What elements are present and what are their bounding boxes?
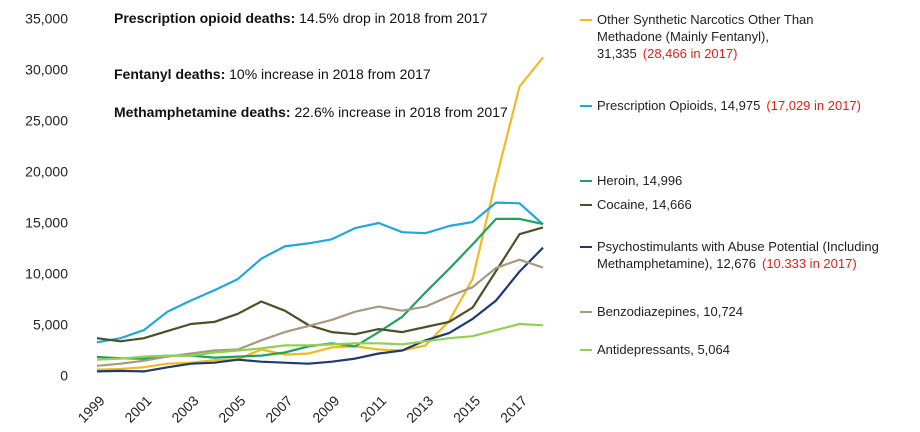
legend-item: Other Synthetic Narcotics Other Than Met…: [597, 11, 832, 62]
legend-swatch: [580, 204, 592, 206]
x-tick-label: 2011: [357, 392, 390, 425]
legend-item: Prescription Opioids, 14,975 (17,029 in 2…: [597, 97, 917, 114]
series-line: [96, 217, 544, 360]
x-tick-label: 2009: [309, 392, 342, 425]
y-tick-label: 35,000: [25, 11, 68, 27]
annotation-text: 10% increase in 2018 from 2017: [229, 66, 431, 82]
legend-swatch: [580, 246, 592, 248]
legend-label: Antidepressants, 5,064: [597, 342, 730, 357]
annotation-text: 22.6% increase in 2018 from 2017: [294, 104, 508, 120]
x-tick-label: 2007: [262, 392, 295, 425]
legend-item: Benzodiazepines, 10,724: [597, 303, 827, 320]
y-tick-label: 20,000: [25, 164, 68, 180]
legend-label: Prescription Opioids, 14,975: [597, 98, 761, 113]
legend-item: Psychostimulants with Abuse Potential (I…: [597, 238, 920, 272]
series-line: [96, 322, 544, 361]
series-line: [96, 246, 544, 373]
annotation-text: 14.5% drop in 2018 from 2017: [299, 10, 488, 26]
legend-note: (17,029 in 2017): [766, 98, 861, 113]
y-tick-label: 30,000: [25, 62, 68, 78]
annotation: Fentanyl deaths: 10% increase in 2018 fr…: [114, 66, 514, 83]
annotation: Methamphetamine deaths: 22.6% increase i…: [114, 104, 514, 121]
legend-item: Cocaine, 14,666: [597, 196, 827, 213]
legend-label: Other Synthetic Narcotics Other Than Met…: [597, 12, 814, 61]
legend-note: (10.333 in 2017): [761, 256, 857, 271]
x-tick-label: 2013: [403, 392, 436, 425]
legend-swatch: [580, 311, 592, 313]
legend-label: Psychostimulants with Abuse Potential (I…: [597, 239, 879, 271]
legend-swatch: [580, 349, 592, 351]
x-tick-label: 2001: [121, 392, 154, 425]
legend-note: (28,466 in 2017): [642, 46, 738, 61]
y-tick-label: 15,000: [25, 215, 68, 231]
annotation-bold: Prescription opioid deaths:: [114, 10, 296, 26]
x-tick-label: 2003: [168, 392, 201, 425]
legend-item: Antidepressants, 5,064: [597, 341, 827, 358]
series-line: [96, 226, 544, 343]
series-line: [96, 56, 544, 371]
x-tick-label: 2015: [450, 392, 483, 425]
y-tick-label: 5,000: [33, 317, 68, 333]
series-line: [96, 201, 544, 344]
y-tick-label: 0: [60, 368, 68, 384]
x-tick-label: 2017: [497, 392, 530, 425]
legend-swatch: [580, 105, 592, 107]
annotation-bold: Methamphetamine deaths:: [114, 104, 291, 120]
x-tick-label: 2005: [215, 392, 248, 425]
legend-label: Benzodiazepines, 10,724: [597, 304, 744, 319]
annotation-bold: Fentanyl deaths:: [114, 66, 226, 82]
legend-label: Cocaine, 14,666: [597, 197, 692, 212]
legend-swatch: [580, 19, 592, 21]
annotation: Prescription opioid deaths: 14.5% drop i…: [114, 10, 514, 27]
y-tick-label: 25,000: [25, 113, 68, 129]
x-tick-label: 1999: [74, 392, 107, 425]
legend-swatch: [580, 180, 592, 182]
y-tick-label: 10,000: [25, 266, 68, 282]
legend-item: Heroin, 14,996: [597, 172, 827, 189]
legend-label: Heroin, 14,996: [597, 173, 683, 188]
